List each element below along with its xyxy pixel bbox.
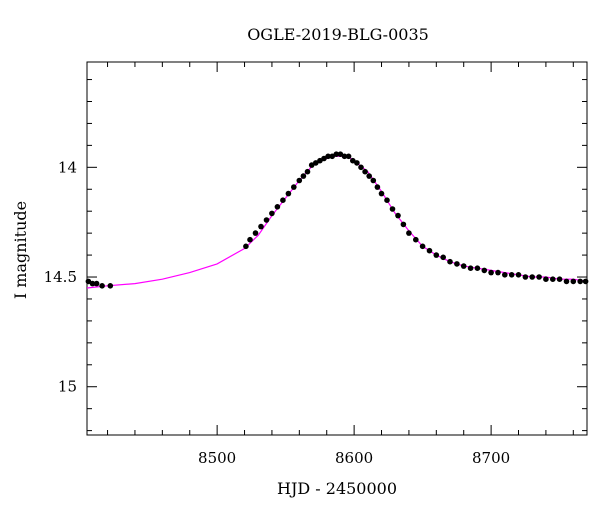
data-point [474,265,481,272]
data-point [433,252,440,258]
data-point [563,278,570,285]
y-tick-label: 15 [58,378,77,396]
data-point [536,274,542,280]
data-point [426,247,433,254]
data-point [296,177,303,184]
data-point [395,212,401,219]
data-point [378,190,385,197]
data-point [481,267,488,274]
data-point [400,221,407,228]
data-point [317,157,323,164]
data-point [354,160,360,166]
data-point [488,269,494,276]
data-point [107,283,114,289]
y-tick-label: 14 [58,158,77,176]
data-point [515,272,522,278]
data-point [85,278,92,285]
model-curve-group [86,155,588,289]
data-point [274,204,281,210]
data-point [300,173,307,179]
data-point [243,243,249,250]
data-point [333,151,340,157]
data-point [285,190,292,197]
data-point [350,157,356,164]
x-tick-label: 8700 [472,449,510,467]
data-point [304,168,311,175]
data-point [543,276,549,283]
data-point [550,276,556,283]
chart-title: OGLE-2019-BLG-0035 [247,25,429,44]
data-point [321,155,327,162]
y-axis-label: I magnitude [11,201,30,299]
data-point [366,173,373,179]
data-point [313,160,319,166]
data-point [389,206,396,212]
model-curve [86,155,588,289]
data-point [280,197,286,203]
data-point [413,236,419,243]
data-point [495,269,501,276]
data-point [419,243,426,250]
data-point [269,210,275,217]
data-points-group [85,151,589,289]
axis-ticks [87,62,587,435]
data-point [345,153,352,160]
data-point [570,278,577,285]
data-point [247,236,253,243]
data-point [440,254,447,261]
plot-frame [86,61,588,436]
x-axis-label: HJD - 2450000 [277,479,397,498]
data-point [374,184,381,190]
tick-labels: 8500 8600 8700 14 14.5 15 [44,158,511,467]
x-tick-label: 8500 [198,449,236,467]
x-tick-label: 8600 [335,449,373,467]
data-point [508,272,515,278]
data-point [582,278,589,285]
data-point [556,276,563,283]
data-point [258,223,264,230]
data-point [252,230,259,236]
data-point [447,258,453,265]
data-point [93,280,100,287]
data-point [341,153,348,160]
data-point [406,230,412,236]
data-point [454,261,460,267]
data-point [384,197,390,203]
data-point [529,274,535,280]
data-point [502,272,508,278]
data-point [325,153,331,160]
data-point [89,280,96,287]
data-point [263,217,270,223]
y-tick-label: 14.5 [44,268,77,286]
data-point [460,263,467,269]
data-point [362,168,368,175]
data-point [467,265,474,272]
data-point [522,274,529,280]
data-point [308,162,315,168]
data-point [358,164,364,171]
data-point [577,278,583,285]
data-point [291,184,297,190]
data-point [99,283,105,289]
data-point [370,177,377,184]
